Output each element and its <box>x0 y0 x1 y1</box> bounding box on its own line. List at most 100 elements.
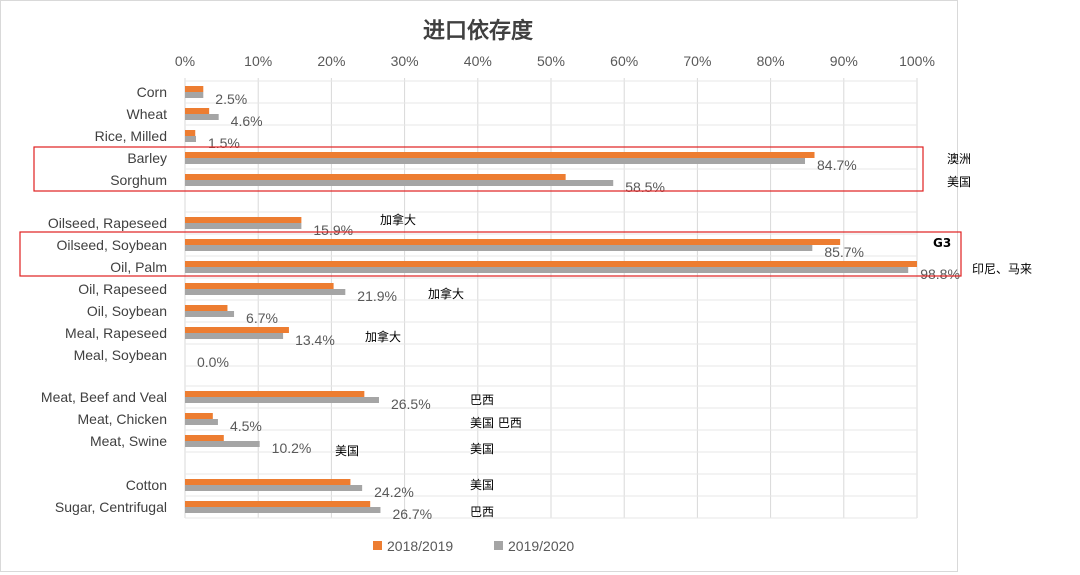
category-label: Barley <box>127 150 167 166</box>
category-label: Oilseed, Rapeseed <box>48 215 167 231</box>
bar-2018-2019 <box>185 174 566 180</box>
bar-2019-2020 <box>185 267 909 273</box>
data-label: 15.9% <box>313 222 353 238</box>
bar-2019-2020 <box>185 397 379 403</box>
x-tick-label: 50% <box>537 53 565 69</box>
x-tick-label: 0% <box>175 53 195 69</box>
category-label: Sorghum <box>110 172 167 188</box>
data-labels: 2.5% 4.6% 1.5% 84.7% 58.5% 15.9% 85.7% 98.8% 21.… <box>197 91 960 522</box>
data-label: 2.5% <box>215 91 247 107</box>
category-label: Wheat <box>127 106 168 122</box>
annotation-label: 澳洲 <box>947 152 971 166</box>
data-label: 26.7% <box>392 506 432 522</box>
bars <box>185 86 917 513</box>
highlight-boxes <box>19 146 962 277</box>
annotation-label: 印尼、马来 <box>972 262 1032 276</box>
annotation-label: 美国 巴西 <box>470 416 522 430</box>
bar-2018-2019 <box>185 327 289 333</box>
highlight-box <box>19 231 962 277</box>
bar-2019-2020 <box>185 419 218 425</box>
data-label: 98.8% <box>920 266 960 282</box>
data-label: 6.7% <box>246 310 278 326</box>
bar-2018-2019 <box>185 479 351 485</box>
x-tick-label: 20% <box>317 53 345 69</box>
annotation-label: 巴西 <box>470 505 494 519</box>
data-label: 4.6% <box>231 113 263 129</box>
data-label: 85.7% <box>824 244 864 260</box>
bar-2019-2020 <box>185 333 284 339</box>
annotation-label: 美国 <box>335 444 359 458</box>
category-label: Cotton <box>126 477 167 493</box>
data-label: 24.2% <box>374 484 414 500</box>
legend-label: 2018/2019 <box>387 538 453 554</box>
category-label: Oil, Soybean <box>87 303 167 319</box>
data-label: 1.5% <box>208 135 240 151</box>
annotation-label: G3 <box>933 236 951 250</box>
x-tick-label: 10% <box>244 53 272 69</box>
x-tick-label: 70% <box>683 53 711 69</box>
chart-frame <box>0 0 958 572</box>
annotation-label: 加拿大 <box>365 329 401 344</box>
annotation-label: 加拿大 <box>380 212 416 227</box>
category-labels: Corn Wheat Rice, Milled Barley Sorghum Oilsee… <box>41 84 167 515</box>
bar-2019-2020 <box>185 507 381 513</box>
category-label: Meat, Chicken <box>78 411 167 427</box>
category-label: Meat, Beef and Veal <box>41 389 167 405</box>
category-label: Corn <box>137 84 167 100</box>
bar-2019-2020 <box>185 92 204 98</box>
annotation-label: 巴西 <box>470 393 494 407</box>
chart-title: 进口依存度 <box>423 18 534 43</box>
x-tick-label: 40% <box>464 53 492 69</box>
bar-2019-2020 <box>185 114 219 120</box>
data-label: 10.2% <box>272 440 312 456</box>
category-label: Meal, Rapeseed <box>65 325 167 341</box>
bar-2018-2019 <box>185 239 841 245</box>
data-label: 58.5% <box>625 179 665 195</box>
annotation-label: 美国 <box>947 175 971 189</box>
category-label: Oil, Rapeseed <box>78 281 167 297</box>
bar-2018-2019 <box>185 108 210 114</box>
category-label: Sugar, Centrifugal <box>55 499 167 515</box>
x-tick-label: 80% <box>757 53 785 69</box>
bar-2018-2019 <box>185 501 371 507</box>
bar-2018-2019 <box>185 152 815 158</box>
annotation-label: 美国 <box>470 442 494 456</box>
data-label: 26.5% <box>391 396 431 412</box>
category-label: Oil, Palm <box>110 259 167 275</box>
x-tick-label: 100% <box>899 53 935 69</box>
bar-2019-2020 <box>185 441 260 447</box>
bar-2019-2020 <box>185 158 806 164</box>
legend-swatch <box>373 541 382 550</box>
x-tick-label: 90% <box>830 53 858 69</box>
bar-2018-2019 <box>185 305 228 311</box>
legend-label: 2019/2020 <box>508 538 574 554</box>
category-label: Meal, Soybean <box>74 347 167 363</box>
legend-swatch <box>494 541 503 550</box>
annotation-label: 加拿大 <box>428 286 464 301</box>
bar-2019-2020 <box>185 180 614 186</box>
bar-2018-2019 <box>185 283 334 289</box>
data-label: 21.9% <box>357 288 397 304</box>
bar-2019-2020 <box>185 311 235 317</box>
legend: 2018/2019 2019/2020 <box>373 538 574 554</box>
category-label: Oilseed, Soybean <box>56 237 167 253</box>
bar-2019-2020 <box>185 223 302 229</box>
bar-2018-2019 <box>185 435 224 441</box>
bar-2019-2020 <box>185 136 196 142</box>
x-tick-label: 60% <box>610 53 638 69</box>
bar-2018-2019 <box>185 391 365 397</box>
bar-2018-2019 <box>185 413 213 419</box>
bar-2018-2019 <box>185 86 204 92</box>
category-label: Rice, Milled <box>95 128 167 144</box>
data-label: 4.5% <box>230 418 262 434</box>
x-tick-label: 30% <box>391 53 419 69</box>
bar-2019-2020 <box>185 289 346 295</box>
highlight-box <box>33 146 924 192</box>
data-label: 13.4% <box>295 332 335 348</box>
bar-2019-2020 <box>185 245 813 251</box>
bar-2018-2019 <box>185 130 196 136</box>
annotation-label: 美国 <box>470 478 494 492</box>
x-axis-ticks: 0% 10% 20% 30% 40% 50% 60% 70% 80% 90% 100% <box>175 53 935 69</box>
